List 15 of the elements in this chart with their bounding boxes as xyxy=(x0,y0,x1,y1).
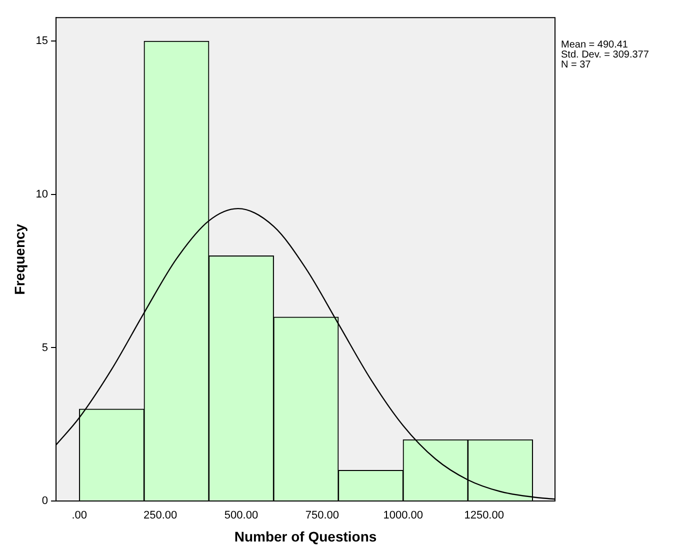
y-axis-title: Frequency xyxy=(11,224,28,295)
x-tick-label: 250.00 xyxy=(143,510,178,522)
x-tick-label: .00 xyxy=(72,510,87,522)
y-tick-label: 15 xyxy=(36,35,48,48)
y-tick-label: 5 xyxy=(42,342,48,354)
text: Std. Dev. = 309.377 xyxy=(561,49,650,60)
x-tick-label: 1250.00 xyxy=(464,510,504,522)
y-tick-label: 0 xyxy=(42,495,48,508)
x-tick-label: 500.00 xyxy=(224,510,258,522)
y-tick-label: 10 xyxy=(36,188,48,200)
x-axis-title: Number of Questions xyxy=(234,528,377,544)
text: Mean = 490.41 xyxy=(561,39,628,50)
text: N = 37 xyxy=(561,59,592,70)
x-tick-label: 750.00 xyxy=(305,510,340,522)
x-tick-label: 1000.00 xyxy=(383,510,424,522)
